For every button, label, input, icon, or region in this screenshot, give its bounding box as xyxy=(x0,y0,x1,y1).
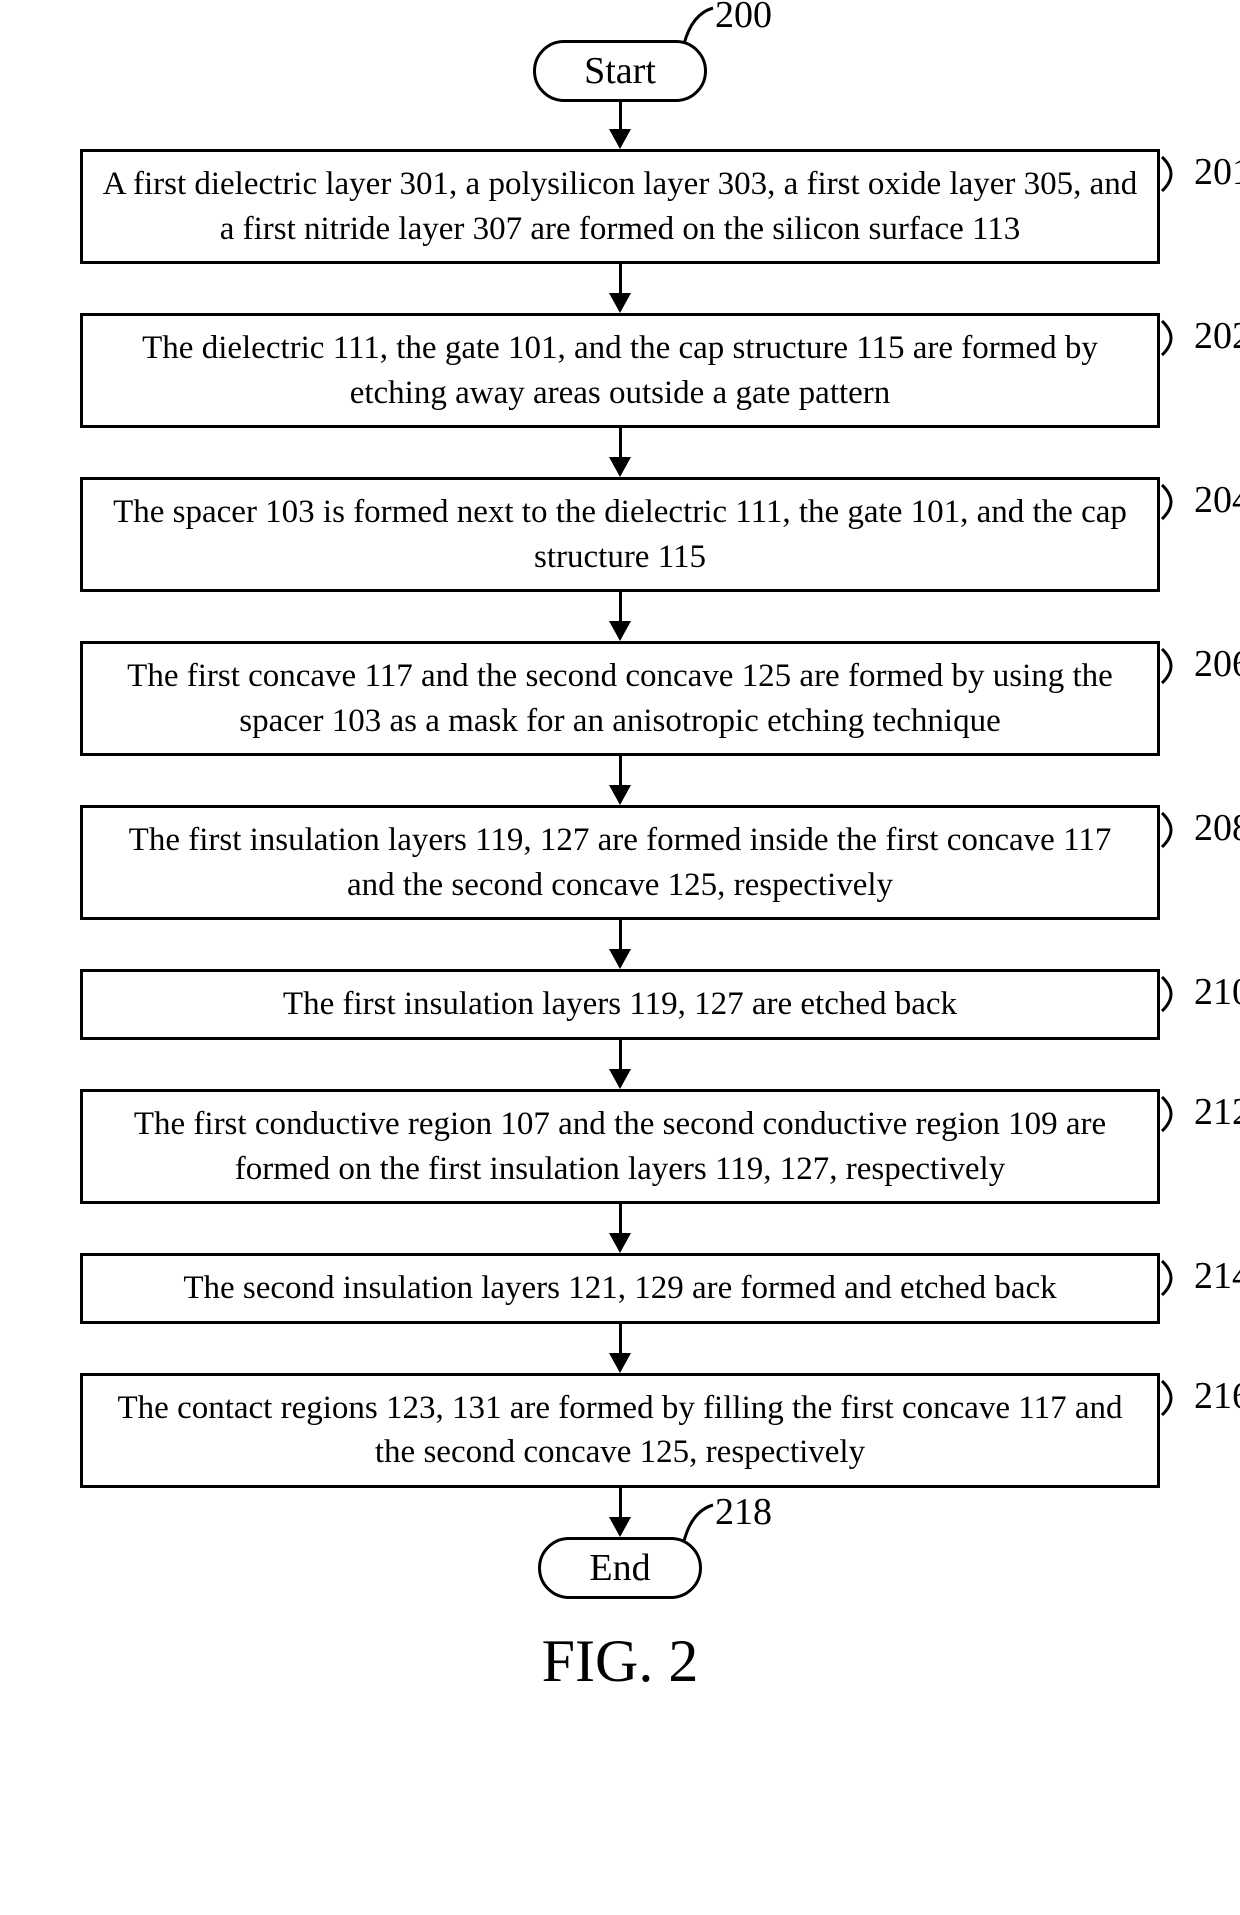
s216-label-leader xyxy=(1158,1375,1198,1415)
s201-text: A first dielectric layer 301, a polysili… xyxy=(103,166,1138,247)
s206-text: The first concave 117 and the second con… xyxy=(127,658,1113,739)
flow-node-end: End218 xyxy=(30,1537,1210,1599)
s216-process: The contact regions 123, 131 are formed … xyxy=(80,1373,1160,1488)
s204-text: The spacer 103 is formed next to the die… xyxy=(113,494,1127,575)
arrow-line xyxy=(619,102,622,130)
arrow-head-icon xyxy=(609,1353,631,1373)
arrow-after-s212 xyxy=(609,1204,631,1253)
arrow-after-s214 xyxy=(609,1324,631,1373)
arrow-head-icon xyxy=(609,949,631,969)
flowchart-container: Start200 A first dielectric layer 301, a … xyxy=(30,40,1210,1599)
s202-process: The dielectric 111, the gate 101, and th… xyxy=(80,313,1160,428)
s201-label: 201 xyxy=(1194,153,1240,191)
s210-process: The first insulation layers 119, 127 are… xyxy=(80,969,1160,1040)
s206-process: The first concave 117 and the second con… xyxy=(80,641,1160,756)
arrow-line xyxy=(619,428,622,458)
arrow-head-icon xyxy=(609,621,631,641)
s208-text: The first insulation layers 119, 127 are… xyxy=(129,822,1112,903)
arrow-line xyxy=(619,592,622,622)
arrow-line xyxy=(619,1488,622,1518)
flow-node-start: Start200 xyxy=(30,40,1210,102)
s214-text: The second insulation layers 121, 129 ar… xyxy=(183,1270,1056,1306)
flow-node-s206: The first concave 117 and the second con… xyxy=(30,641,1210,756)
arrow-after-s206 xyxy=(609,756,631,805)
flow-node-s204: The spacer 103 is formed next to the die… xyxy=(30,477,1210,592)
flow-node-s208: The first insulation layers 119, 127 are… xyxy=(30,805,1210,920)
s201-label-leader xyxy=(1158,151,1198,191)
start-label-leader xyxy=(678,4,718,44)
s204-label: 204 xyxy=(1194,481,1240,519)
s214-label-leader xyxy=(1158,1255,1198,1295)
flow-node-s214: The second insulation layers 121, 129 ar… xyxy=(30,1253,1210,1324)
arrow-after-s216 xyxy=(609,1488,631,1537)
flow-node-s212: The first conductive region 107 and the … xyxy=(30,1089,1210,1204)
s212-label: 212 xyxy=(1194,1093,1240,1131)
s206-label-leader xyxy=(1158,643,1198,683)
s208-process: The first insulation layers 119, 127 are… xyxy=(80,805,1160,920)
arrow-line xyxy=(619,1204,622,1234)
s212-text: The first conductive region 107 and the … xyxy=(134,1106,1106,1187)
arrow-line xyxy=(619,756,622,786)
end-label-leader xyxy=(678,1501,718,1541)
arrow-head-icon xyxy=(609,129,631,149)
arrow-after-s201 xyxy=(609,264,631,313)
start-text: Start xyxy=(584,50,656,92)
s210-label-leader xyxy=(1158,971,1198,1011)
s214-label: 214 xyxy=(1194,1257,1240,1295)
arrow-head-icon xyxy=(609,785,631,805)
s214-process: The second insulation layers 121, 129 ar… xyxy=(80,1253,1160,1324)
s216-text: The contact regions 123, 131 are formed … xyxy=(118,1390,1123,1471)
start-label: 200 xyxy=(715,0,772,34)
s206-label: 206 xyxy=(1194,645,1240,683)
arrow-line xyxy=(619,920,622,950)
s202-text: The dielectric 111, the gate 101, and th… xyxy=(142,330,1098,411)
s201-process: A first dielectric layer 301, a polysili… xyxy=(80,149,1160,264)
s216-label: 216 xyxy=(1194,1377,1240,1415)
arrow-after-s210 xyxy=(609,1040,631,1089)
flow-node-s202: The dielectric 111, the gate 101, and th… xyxy=(30,313,1210,428)
s208-label-leader xyxy=(1158,807,1198,847)
s208-label: 208 xyxy=(1194,809,1240,847)
arrow-after-s202 xyxy=(609,428,631,477)
s210-label: 210 xyxy=(1194,973,1240,1011)
arrow-head-icon xyxy=(609,1233,631,1253)
flow-node-s210: The first insulation layers 119, 127 are… xyxy=(30,969,1210,1040)
s210-text: The first insulation layers 119, 127 are… xyxy=(283,986,957,1022)
s212-label-leader xyxy=(1158,1091,1198,1131)
flow-node-s216: The contact regions 123, 131 are formed … xyxy=(30,1373,1210,1488)
arrow-head-icon xyxy=(609,457,631,477)
arrow-after-s208 xyxy=(609,920,631,969)
s204-label-leader xyxy=(1158,479,1198,519)
s202-label: 202 xyxy=(1194,317,1240,355)
arrow-after-s204 xyxy=(609,592,631,641)
arrow-line xyxy=(619,1324,622,1354)
arrow-head-icon xyxy=(609,1517,631,1537)
flow-node-s201: A first dielectric layer 301, a polysili… xyxy=(30,149,1210,264)
arrow-after-start xyxy=(609,102,631,149)
s212-process: The first conductive region 107 and the … xyxy=(80,1089,1160,1204)
arrow-line xyxy=(619,264,622,294)
end-text: End xyxy=(589,1547,650,1589)
arrow-head-icon xyxy=(609,293,631,313)
s202-label-leader xyxy=(1158,315,1198,355)
figure-caption: FIG. 2 xyxy=(30,1627,1210,1696)
end-label: 218 xyxy=(715,1493,772,1531)
arrow-line xyxy=(619,1040,622,1070)
arrow-head-icon xyxy=(609,1069,631,1089)
s204-process: The spacer 103 is formed next to the die… xyxy=(80,477,1160,592)
